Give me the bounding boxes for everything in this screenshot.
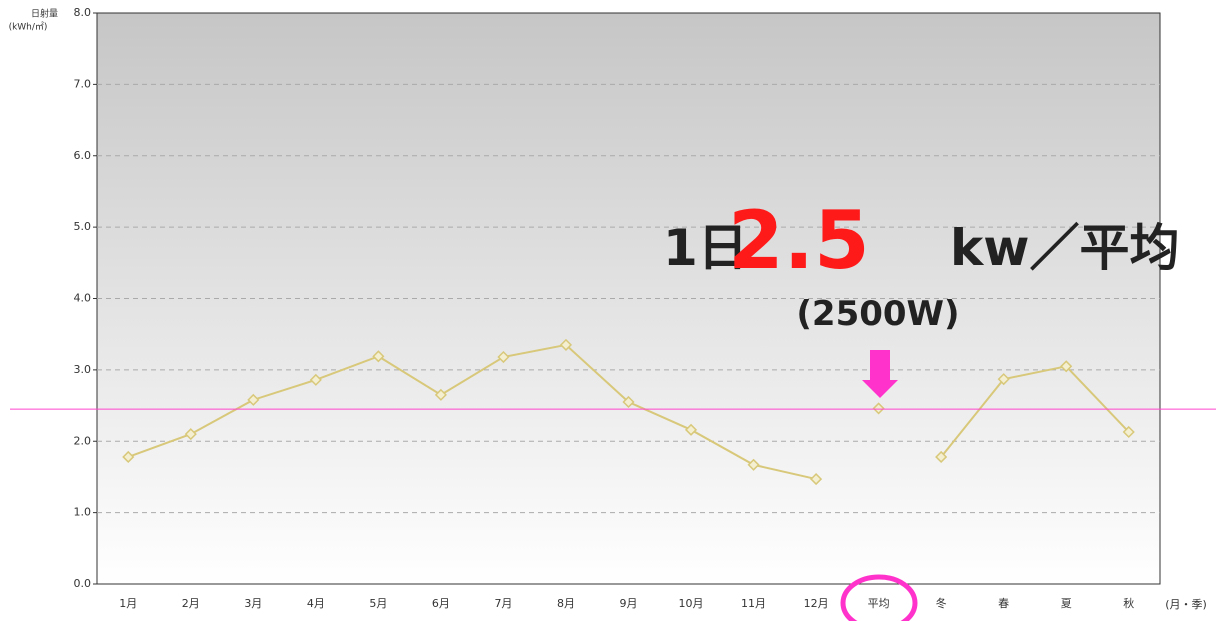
y-tick-label: 4.0: [74, 292, 92, 305]
x-tick-label: 4月: [307, 597, 325, 610]
annotation-sub: (2500W): [796, 294, 959, 334]
x-axis-label: (月・季): [1165, 598, 1207, 611]
highlight-circle: [840, 574, 918, 621]
annotation-value: 2.5: [728, 194, 870, 287]
y-tick-label: 7.0: [74, 77, 92, 90]
y-tick-label: 6.0: [74, 149, 92, 162]
x-tick-label: 冬: [936, 596, 947, 610]
point: [184, 428, 197, 441]
y-tick-label: 8.0: [74, 6, 92, 19]
x-tick-label: 7月: [494, 597, 512, 610]
point: [559, 338, 573, 351]
x-tick-label: 平均: [868, 597, 890, 610]
x-tick-label: 8月: [557, 597, 575, 610]
y-axis-label: 日射量: [31, 8, 58, 20]
x-tick-label: 11月: [741, 597, 766, 610]
x-tick-label: 秋: [1123, 596, 1134, 610]
point: [372, 350, 385, 363]
series-line: [127, 343, 817, 481]
y-axis-unit: (kWh/㎡): [9, 22, 48, 33]
point: [1122, 425, 1135, 439]
x-tick-label: 2月: [182, 597, 200, 610]
annotation-suffix: kw／平均: [950, 219, 1179, 277]
x-tick-label: 5月: [369, 597, 387, 610]
x-tick-label: 3月: [244, 597, 262, 610]
series-line: [940, 365, 1130, 458]
point: [309, 373, 322, 386]
x-tick-label: 10月: [679, 597, 704, 610]
point: [747, 458, 760, 471]
x-tick-label: 1月: [119, 597, 137, 610]
arrow: [862, 350, 898, 398]
annotation-prefix: 1日: [663, 219, 748, 277]
point: [622, 395, 635, 409]
y-tick-label: 1.0: [74, 506, 92, 519]
point: [684, 423, 698, 436]
x-tick-label: 夏: [1061, 597, 1072, 610]
point: [434, 388, 447, 401]
x-tick-label: 9月: [620, 597, 638, 610]
y-tick-label: 0.0: [74, 577, 92, 590]
x-tick-label: 6月: [432, 597, 450, 610]
point: [810, 473, 823, 486]
point: [497, 350, 510, 364]
point: [935, 450, 948, 464]
point: [1060, 360, 1073, 373]
x-tick-label: 春: [998, 597, 1009, 610]
y-tick-label: 2.0: [74, 434, 92, 447]
point: [872, 402, 885, 415]
point: [247, 393, 260, 406]
y-tick-label: 3.0: [74, 363, 92, 376]
x-tick-label: 12月: [804, 597, 829, 610]
point: [997, 373, 1010, 386]
point: [122, 450, 135, 464]
y-tick-label: 5.0: [74, 220, 92, 233]
